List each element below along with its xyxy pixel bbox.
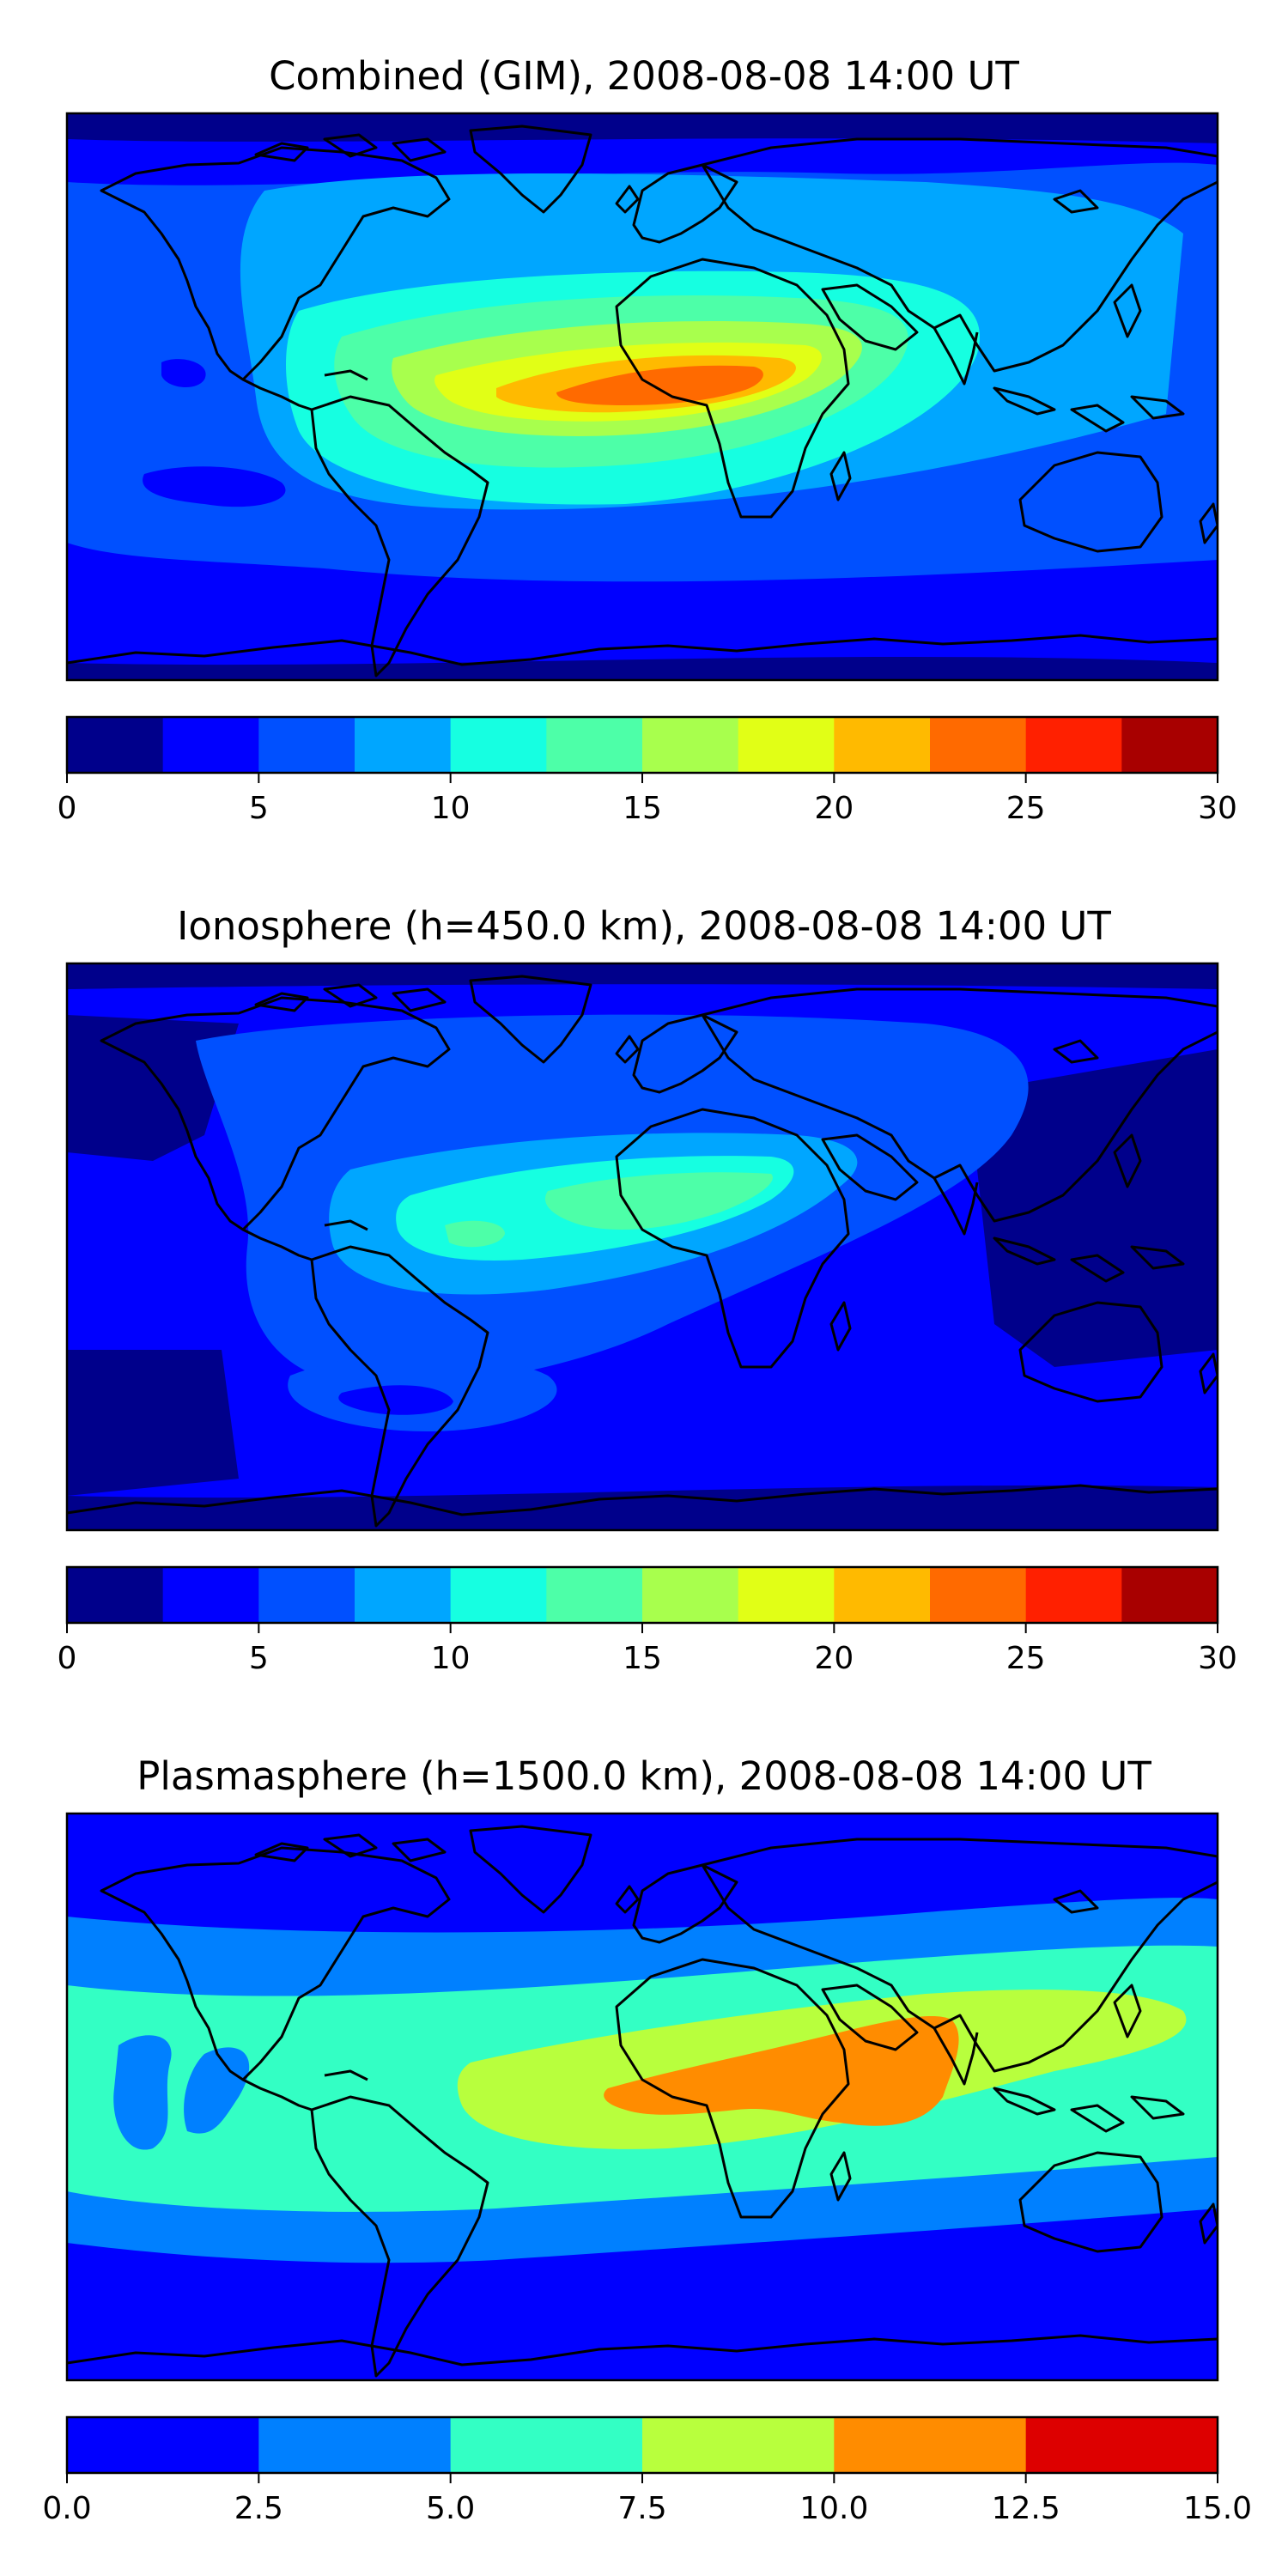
colorbar-tick-label: 2.5 xyxy=(234,2491,283,2526)
colorbar-tick-label: 0 xyxy=(58,791,77,826)
tec-map xyxy=(65,1812,1219,2382)
colorbar-swatch xyxy=(834,717,931,773)
colorbar-tick-label: 5 xyxy=(249,791,269,826)
colorbar-swatch xyxy=(834,1567,931,1623)
colorbar-ticks: 0.0 2.5 5.0 7.5 10.0 12.5 15.0 xyxy=(42,2473,1252,2526)
colorbar-swatch xyxy=(738,717,835,773)
colorbar-tick-label: 15 xyxy=(623,1641,662,1676)
panel-ionosphere: Ionosphere (h=450.0 km), 2008-08-08 14:0… xyxy=(58,903,1237,1676)
colorbar-swatch xyxy=(738,1567,835,1623)
colorbar-swatch xyxy=(67,717,164,773)
colorbar-tick-label: 10 xyxy=(431,791,471,826)
colorbar-tick-label: 10 xyxy=(431,1641,471,1676)
colorbar-swatch xyxy=(355,1567,452,1623)
colorbar-tick-label: 12.5 xyxy=(992,2491,1060,2526)
colorbar-tick-label: 20 xyxy=(814,791,854,826)
colorbar-swatch xyxy=(258,1567,355,1623)
colorbar-swatch xyxy=(546,717,643,773)
colorbar-swatch xyxy=(546,1567,643,1623)
tec-map xyxy=(65,112,1219,682)
colorbar: 0.0 2.5 5.0 7.5 10.0 12.5 15.0 xyxy=(42,2415,1252,2526)
colorbar-swatch xyxy=(642,717,739,773)
colorbar: 0 5 10 15 20 25 30 xyxy=(58,715,1237,826)
colorbar-tick-label: 0 xyxy=(58,1641,77,1676)
colorbar-swatch xyxy=(67,1567,164,1623)
colorbar-swatch xyxy=(162,717,259,773)
tec-map xyxy=(65,962,1219,1532)
colorbar-swatch xyxy=(930,717,1027,773)
colorbar-tick-label: 25 xyxy=(1006,1641,1046,1676)
colorbar-ticks: 0 5 10 15 20 25 30 xyxy=(58,773,1237,826)
colorbar-swatches xyxy=(67,717,1218,773)
panel-combined: Combined (GIM), 2008-08-08 14:00 UT xyxy=(58,53,1237,826)
colorbar-swatch xyxy=(162,1567,259,1623)
colorbar-tick-label: 5 xyxy=(249,1641,269,1676)
colorbar-tick-label: 30 xyxy=(1198,791,1237,826)
panel-title: Plasmasphere (h=1500.0 km), 2008-08-08 1… xyxy=(137,1753,1151,1799)
colorbar-swatch xyxy=(1121,717,1218,773)
colorbar-swatch xyxy=(834,2417,1027,2473)
colorbar-swatch xyxy=(1121,1567,1218,1623)
colorbar-swatch xyxy=(642,1567,739,1623)
colorbar: 0 5 10 15 20 25 30 xyxy=(58,1565,1237,1676)
colorbar-tick-label: 15.0 xyxy=(1183,2491,1252,2526)
colorbar-tick-label: 30 xyxy=(1198,1641,1237,1676)
colorbar-swatch xyxy=(67,2417,259,2473)
colorbar-swatch xyxy=(1025,717,1122,773)
colorbar-tick-label: 10.0 xyxy=(799,2491,868,2526)
panel-plasmasphere: Plasmasphere (h=1500.0 km), 2008-08-08 1… xyxy=(42,1753,1252,2526)
colorbar-swatch xyxy=(930,1567,1027,1623)
colorbar-tick-label: 7.5 xyxy=(617,2491,666,2526)
colorbar-swatch xyxy=(450,1567,547,1623)
colorbar-tick-label: 5.0 xyxy=(426,2491,475,2526)
colorbar-swatch xyxy=(258,717,355,773)
colorbar-swatches xyxy=(67,1567,1218,1623)
colorbar-swatches xyxy=(67,2417,1218,2473)
panel-title: Ionosphere (h=450.0 km), 2008-08-08 14:0… xyxy=(177,903,1111,949)
colorbar-swatch xyxy=(642,2417,835,2473)
colorbar-swatch xyxy=(355,717,452,773)
colorbar-tick-label: 25 xyxy=(1006,791,1046,826)
colorbar-swatch xyxy=(450,2417,643,2473)
colorbar-tick-label: 15 xyxy=(623,791,662,826)
colorbar-tick-label: 0.0 xyxy=(42,2491,91,2526)
panel-title: Combined (GIM), 2008-08-08 14:00 UT xyxy=(269,53,1019,99)
colorbar-swatch xyxy=(258,2417,452,2473)
colorbar-swatch xyxy=(1025,1567,1122,1623)
colorbar-swatch xyxy=(450,717,547,773)
colorbar-tick-label: 20 xyxy=(814,1641,854,1676)
colorbar-ticks: 0 5 10 15 20 25 30 xyxy=(58,1623,1237,1676)
colorbar-swatch xyxy=(1025,2417,1218,2473)
